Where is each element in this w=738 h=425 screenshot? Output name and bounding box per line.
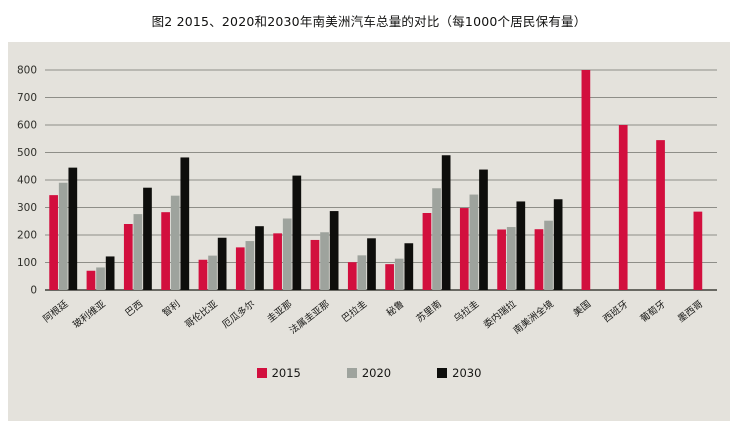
category-label: 乌拉圭 (451, 298, 481, 325)
bar-2015-巴拉圭 (347, 262, 357, 290)
bar-2020-哥伦比亚 (208, 255, 217, 291)
bar-2015-智利 (161, 212, 170, 290)
legend-swatch-2030 (437, 368, 448, 378)
chart-title: 图2 2015、2020和2030年南美洲汽车总量的对比（每1000个居民保有量… (151, 14, 587, 29)
legend-swatch-2020 (346, 368, 357, 378)
category-label: 巴拉圭 (339, 298, 369, 325)
bar-2015-西班牙 (618, 125, 628, 290)
bar-2020-巴西 (133, 214, 143, 290)
category-label: 厄瓜多尔 (220, 298, 258, 331)
bar-2015-葡萄牙 (656, 140, 665, 291)
category-label: 美国 (571, 298, 593, 319)
category-label: 西班牙 (601, 298, 631, 325)
bar-2020-秘鲁 (394, 258, 404, 290)
bar-2030-秘鲁 (404, 243, 414, 290)
legend-label: 2020 (361, 366, 392, 380)
legend-label: 2015 (271, 366, 301, 380)
bar-2015-法属圭亚那 (310, 239, 320, 290)
legend-item-2020: 2020 (346, 366, 392, 380)
bar-2015-南美洲全境 (534, 229, 544, 290)
y-tick-label: 200 (17, 230, 37, 242)
bar-2020-巴拉圭 (357, 255, 367, 290)
bar-2015-厄瓜多尔 (235, 247, 245, 291)
bar-2020-法属圭亚那 (320, 232, 329, 290)
category-label: 智利 (160, 298, 182, 319)
legend-item-2030: 2030 (437, 366, 481, 380)
category-label: 秘鲁 (384, 298, 406, 319)
bar-2015-苏里南 (422, 213, 432, 290)
bar-2020-智利 (170, 195, 180, 290)
bar-2015-玻利维亚 (86, 270, 96, 290)
bar-2015-阿根廷 (49, 195, 58, 291)
y-tick-label: 300 (17, 202, 37, 214)
bar-2020-圭亚那 (282, 218, 292, 290)
bar-2015-圭亚那 (273, 233, 282, 290)
bar-2020-委内瑞拉 (506, 227, 516, 290)
legend-label: 2030 (452, 366, 482, 380)
bar-2030-南美洲全境 (553, 199, 563, 290)
y-tick-label: 400 (17, 175, 37, 187)
category-label: 苏里南 (414, 298, 444, 325)
bar-2030-阿根廷 (68, 167, 78, 291)
bar-2020-阿根廷 (58, 182, 68, 290)
legend-swatch-2015 (256, 368, 267, 378)
category-label: 墨西哥 (676, 299, 705, 325)
y-tick-label: 100 (17, 257, 37, 269)
bar-2020-乌拉圭 (469, 194, 479, 290)
bar-2020-玻利维亚 (96, 267, 105, 290)
bar-2015-委内瑞拉 (497, 229, 506, 290)
bar-2015-乌拉圭 (459, 208, 469, 290)
bar-2030-法属圭亚那 (329, 211, 339, 290)
category-label: 玻利维亚 (71, 298, 109, 331)
category-label: 圭亚那 (265, 298, 295, 325)
y-tick-label: 800 (17, 65, 37, 77)
bar-2015-墨西哥 (693, 211, 703, 291)
bar-2030-巴拉圭 (367, 238, 376, 290)
bar-2020-厄瓜多尔 (245, 241, 255, 290)
bar-2030-委内瑞拉 (516, 201, 526, 290)
bar-2030-厄瓜多尔 (255, 226, 264, 290)
category-label: 阿根廷 (41, 298, 71, 325)
category-label: 法属圭亚那 (287, 298, 332, 337)
category-label: 南美洲全境 (511, 298, 556, 337)
bar-2030-乌拉圭 (479, 169, 488, 290)
bar-2015-哥伦比亚 (198, 259, 208, 290)
bar-2015-秘鲁 (385, 264, 394, 290)
legend-item-2015: 2015 (256, 366, 301, 380)
bar-2015-巴西 (123, 224, 133, 290)
bar-2030-哥伦比亚 (217, 237, 227, 290)
chart-legend: 2015 2020 2030 (8, 366, 730, 380)
bar-chart: 0 100 200 300 400 500 600 700 800 阿根廷 玻利维亚 巴西 智利 哥伦比亚… (17, 65, 717, 337)
bar-2020-苏里南 (432, 188, 441, 290)
bar-2020-南美洲全境 (544, 220, 553, 290)
category-label: 葡萄牙 (638, 298, 668, 325)
bar-2030-苏里南 (441, 155, 451, 290)
chart-panel: 0 100 200 300 400 500 600 700 800 阿根廷 玻利维亚 巴西 智利 哥伦比亚… (8, 42, 730, 421)
y-tick-label: 0 (30, 285, 37, 297)
bar-2030-智利 (180, 157, 190, 290)
bar-2015-美国 (581, 70, 591, 290)
category-label: 巴西 (123, 299, 145, 319)
y-tick-label: 700 (17, 92, 37, 104)
category-label: 哥伦比亚 (183, 298, 221, 331)
y-tick-label: 600 (17, 120, 37, 132)
bar-2030-圭亚那 (292, 175, 302, 290)
bar-2030-玻利维亚 (105, 256, 115, 290)
y-tick-label: 500 (17, 147, 37, 159)
bar-2030-巴西 (143, 187, 152, 290)
